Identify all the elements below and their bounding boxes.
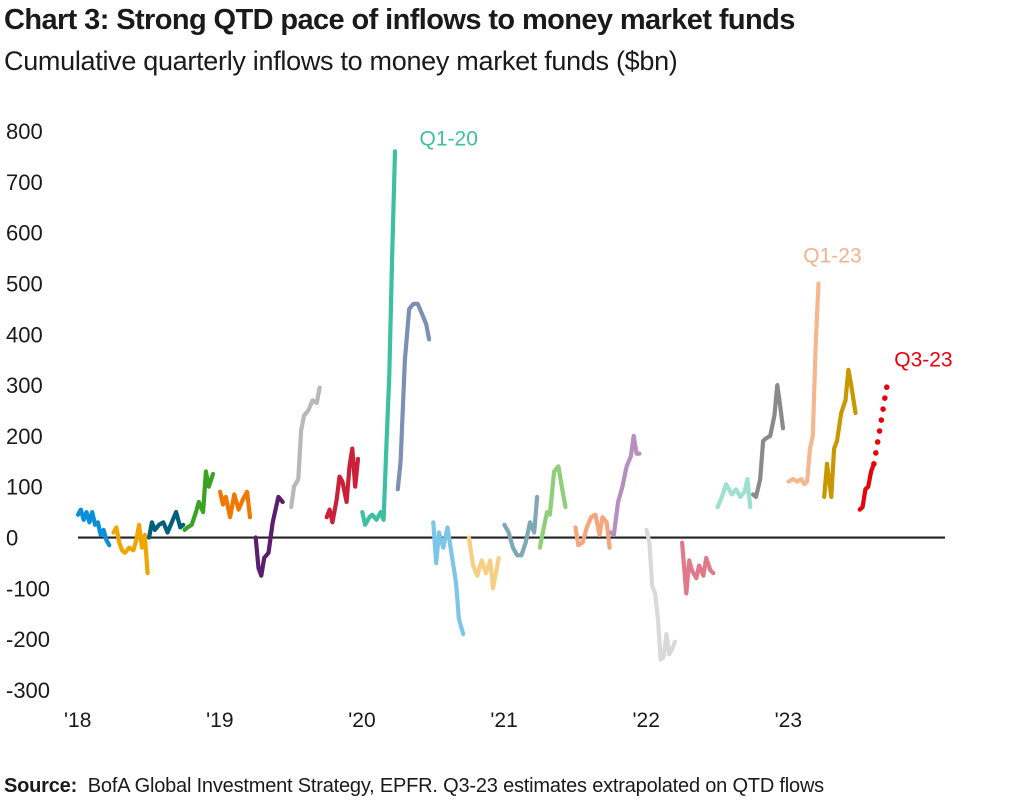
chart-plot: 800 700 600 500 400 300 200 100 0 -100 -200 -300 '1… (6, 119, 953, 732)
source-text: BofA Global Investment Strategy, EPFR. Q… (87, 775, 824, 797)
series-line-19 (715, 477, 753, 510)
series-line-13 (502, 494, 540, 558)
y-tick-label: 100 (6, 475, 43, 500)
annotation-label: Q1-23 (803, 245, 861, 268)
series-line-16 (608, 433, 642, 538)
series-line-20 (750, 383, 786, 499)
series-line-5 (218, 489, 253, 520)
series-line-14 (537, 464, 568, 550)
chart-title: Chart 3: Strong QTD pace of inflows to m… (4, 4, 795, 36)
y-tick-label: 400 (6, 322, 43, 347)
series-line-18 (679, 540, 716, 596)
y-tick-label: 300 (6, 373, 43, 398)
chart-subtitle: Cumulative quarterly inflows to money ma… (4, 46, 678, 76)
series-line-9 (360, 149, 398, 527)
series-line-1 (75, 507, 112, 548)
series-line-12 (466, 535, 501, 591)
series-line-6 (253, 494, 285, 578)
y-tick-label: -100 (6, 576, 50, 601)
y-tick-label: 0 (6, 526, 18, 551)
annotations: Q1-20 Q1-23 Q3-23 (420, 128, 953, 372)
y-axis-ticks: 800 700 600 500 400 300 200 100 0 -100 -200 -300 (6, 119, 50, 703)
y-tick-label: 200 (6, 424, 43, 449)
source-note: Source: BofA Global Investment Strategy,… (4, 775, 824, 798)
y-tick-label: 600 (6, 221, 43, 246)
y-tick-label: 700 (6, 170, 43, 195)
x-axis-ticks: '18 '19 '20 '21 '22 '23 (64, 709, 802, 732)
series-line-22 (822, 367, 858, 499)
annotation-label: Q3-23 (894, 349, 952, 372)
series-line-4 (182, 469, 216, 533)
series-line-17 (644, 527, 678, 662)
x-tick-label: '18 (64, 709, 91, 732)
x-tick-label: '21 (490, 709, 517, 732)
series-line-7 (289, 385, 322, 510)
series-line-15 (573, 512, 612, 550)
annotation-label: Q1-20 (420, 128, 478, 151)
series-group (75, 149, 891, 662)
x-tick-label: '23 (775, 709, 802, 732)
x-tick-label: '19 (206, 709, 233, 732)
series-line-21 (786, 281, 821, 487)
series-line-2 (111, 522, 150, 576)
series-line-8 (324, 446, 361, 525)
series-line-10 (395, 301, 432, 492)
y-tick-label: 800 (6, 119, 43, 144)
series-line-3 (147, 509, 186, 540)
series-q3-23-extrapolated (871, 377, 891, 467)
y-tick-label: -300 (6, 678, 50, 703)
source-label: Source: (4, 775, 78, 797)
x-tick-label: '22 (633, 709, 660, 732)
y-tick-label: 500 (6, 271, 43, 296)
y-tick-label: -200 (6, 627, 50, 652)
series-line-11 (431, 520, 466, 637)
x-tick-label: '20 (348, 709, 375, 732)
series-line-23 (857, 461, 877, 512)
